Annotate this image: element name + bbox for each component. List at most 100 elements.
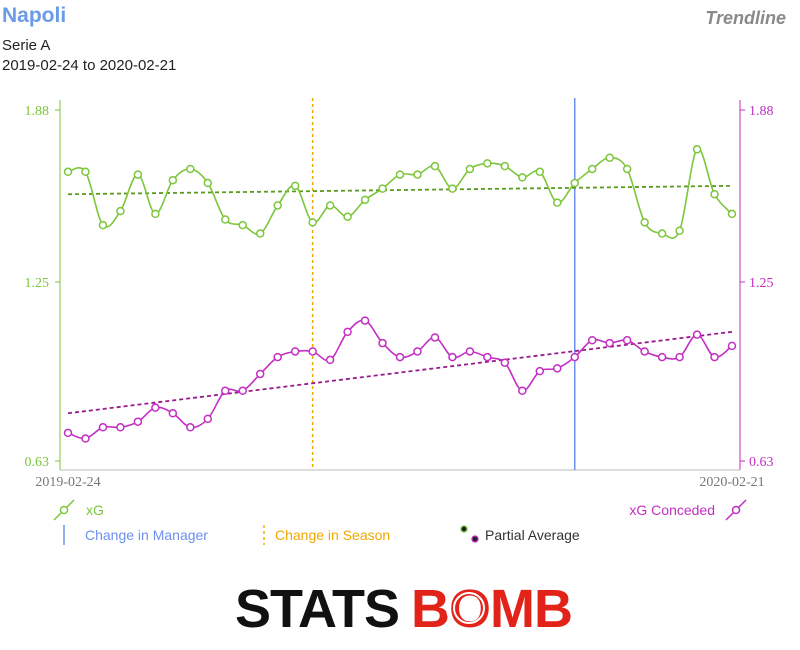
conceded-point[interactable] bbox=[605, 338, 614, 348]
xg-point[interactable] bbox=[622, 164, 632, 174]
xg-point[interactable] bbox=[273, 201, 282, 210]
conceded-point[interactable] bbox=[116, 423, 125, 432]
conceded-point[interactable] bbox=[395, 352, 405, 362]
conceded-point[interactable] bbox=[727, 341, 737, 351]
xg-point[interactable] bbox=[238, 220, 247, 230]
xg-point[interactable] bbox=[325, 201, 335, 210]
xg-point[interactable] bbox=[133, 170, 143, 179]
statsbomb-logo: STATS BOMB bbox=[235, 579, 573, 638]
conceded-point[interactable] bbox=[203, 414, 213, 424]
conceded-point[interactable] bbox=[657, 352, 667, 362]
xg-point[interactable] bbox=[395, 170, 405, 179]
logo-text-stats: STATS bbox=[235, 579, 399, 638]
xg-point[interactable] bbox=[640, 218, 649, 227]
xg-point[interactable] bbox=[587, 164, 597, 174]
conceded-point[interactable] bbox=[81, 434, 90, 443]
conceded-point[interactable] bbox=[465, 347, 475, 356]
conceded-point[interactable] bbox=[518, 386, 527, 396]
target-icon bbox=[446, 585, 492, 631]
legend-partial: Partial Average bbox=[460, 525, 580, 543]
conceded-point[interactable] bbox=[500, 358, 510, 367]
xg-point[interactable] bbox=[465, 164, 475, 174]
conceded-point[interactable] bbox=[151, 403, 160, 412]
conceded-point[interactable] bbox=[553, 364, 562, 373]
conceded-point[interactable] bbox=[343, 327, 352, 337]
xg-point[interactable] bbox=[518, 173, 527, 182]
conceded-legend-label: xG Conceded bbox=[629, 502, 715, 518]
right-tick-label-top: 1.88 bbox=[749, 104, 774, 119]
xg-legend-marker-icon bbox=[59, 505, 69, 515]
conceded-point[interactable] bbox=[413, 347, 422, 356]
trendline-badge: Trendline bbox=[705, 8, 786, 28]
competition-label: Serie A bbox=[2, 37, 51, 54]
xg-point[interactable] bbox=[343, 212, 352, 221]
conceded-series-line bbox=[67, 319, 733, 440]
conceded-point[interactable] bbox=[63, 428, 73, 438]
conceded-point[interactable] bbox=[360, 316, 370, 325]
xg-point[interactable] bbox=[360, 195, 370, 205]
date-range: 2019-02-24 to 2020-02-21 bbox=[2, 57, 177, 74]
xg-point[interactable] bbox=[116, 206, 125, 216]
conceded-point[interactable] bbox=[640, 347, 649, 356]
xg-point[interactable] bbox=[308, 218, 317, 227]
conceded-point[interactable] bbox=[98, 423, 108, 432]
legend-xg: xG bbox=[53, 499, 104, 521]
xg-point[interactable] bbox=[448, 184, 457, 193]
xg-point[interactable] bbox=[430, 161, 440, 171]
conceded-point[interactable] bbox=[675, 352, 684, 362]
team-title: Napoli bbox=[2, 4, 67, 27]
right-tick-label-bottom: 0.63 bbox=[749, 455, 774, 470]
conceded-point[interactable] bbox=[710, 352, 719, 362]
conceded-point[interactable] bbox=[186, 423, 195, 432]
conceded-point[interactable] bbox=[448, 352, 457, 362]
conceded-point[interactable] bbox=[622, 336, 632, 345]
xg-point[interactable] bbox=[605, 153, 614, 162]
xg-point[interactable] bbox=[553, 198, 562, 207]
conceded-point[interactable] bbox=[168, 409, 178, 418]
xg-point[interactable] bbox=[168, 175, 178, 185]
conceded-point[interactable] bbox=[692, 330, 702, 339]
conceded-point[interactable] bbox=[255, 369, 265, 379]
conceded-point[interactable] bbox=[430, 333, 440, 342]
xg-point[interactable] bbox=[186, 164, 195, 174]
conceded-point[interactable] bbox=[290, 347, 300, 356]
xg-point[interactable] bbox=[255, 229, 265, 238]
right-tick-label-mid: 1.25 bbox=[749, 276, 774, 291]
xg-point[interactable] bbox=[710, 189, 719, 199]
conceded-point[interactable] bbox=[133, 417, 143, 426]
xg-point[interactable] bbox=[657, 229, 667, 238]
xg-point[interactable] bbox=[675, 226, 684, 235]
xg-trendline bbox=[67, 184, 733, 196]
season-legend-label: Change in Season bbox=[275, 527, 390, 543]
conceded-point[interactable] bbox=[535, 366, 545, 376]
xg-point[interactable] bbox=[692, 145, 702, 154]
conceded-point[interactable] bbox=[587, 336, 597, 345]
conceded-point[interactable] bbox=[308, 347, 317, 356]
xg-point[interactable] bbox=[727, 209, 737, 219]
xg-point[interactable] bbox=[413, 170, 422, 179]
conceded-point[interactable] bbox=[238, 386, 247, 396]
xg-point[interactable] bbox=[151, 209, 160, 219]
x-tick-label-start: 2019-02-24 bbox=[35, 475, 100, 490]
xg-point[interactable] bbox=[290, 181, 300, 191]
xg-point[interactable] bbox=[203, 178, 213, 188]
xg-point[interactable] bbox=[570, 178, 579, 188]
conceded-point[interactable] bbox=[483, 352, 492, 362]
xg-point[interactable] bbox=[81, 167, 90, 177]
xg-point[interactable] bbox=[63, 167, 73, 177]
conceded-point[interactable] bbox=[221, 386, 230, 396]
conceded-legend-marker-icon bbox=[731, 505, 741, 515]
xg-point[interactable] bbox=[378, 184, 387, 193]
partial-average-purple-dot-icon bbox=[471, 535, 479, 543]
xg-point[interactable] bbox=[500, 161, 510, 171]
series-group bbox=[63, 145, 737, 443]
xg-point[interactable] bbox=[535, 167, 545, 177]
xg-point[interactable] bbox=[98, 220, 108, 230]
conceded-point[interactable] bbox=[273, 352, 282, 362]
conceded-point[interactable] bbox=[378, 338, 387, 348]
xg-point[interactable] bbox=[221, 215, 230, 224]
trendline-chart: 1.88 1.25 0.63 1.88 1.25 0.63 2019-02-24… bbox=[25, 98, 774, 545]
xg-point[interactable] bbox=[483, 159, 492, 168]
conceded-point[interactable] bbox=[570, 352, 579, 362]
conceded-point[interactable] bbox=[325, 355, 335, 365]
